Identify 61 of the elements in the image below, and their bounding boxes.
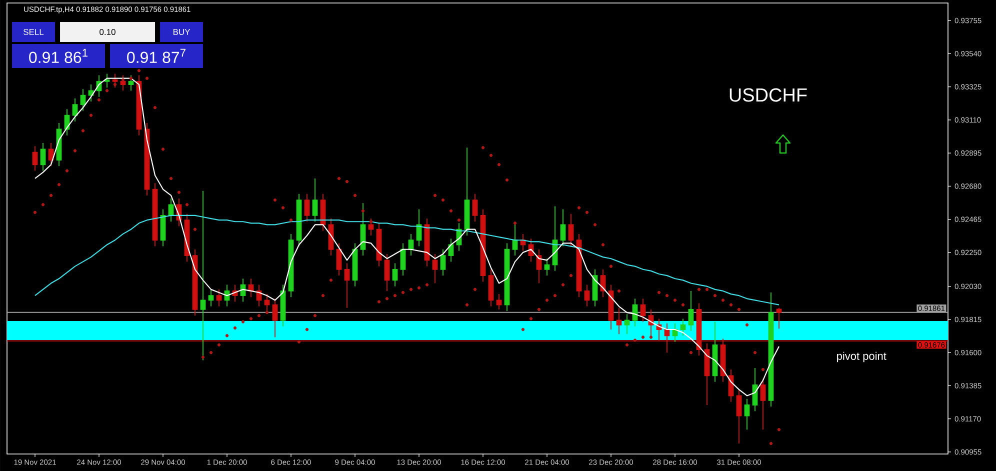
annotation: 0.91 86$^{1}$ [29, 48, 88, 64]
candlestick [312, 178, 318, 222]
candlestick [616, 307, 622, 335]
candlestick [712, 321, 718, 382]
candlestick [560, 208, 566, 247]
candlestick [104, 73, 110, 88]
candlestick [408, 234, 414, 256]
candlestick [760, 378, 766, 430]
candlestick [464, 147, 470, 236]
candlestick [152, 182, 158, 247]
candlestick [400, 242, 406, 276]
candlestick [352, 242, 358, 287]
annotation: USDCHF [730, 88, 807, 102]
candlestick [744, 398, 750, 430]
candlestick [272, 298, 278, 338]
candlestick [280, 284, 286, 327]
candlestick [664, 322, 670, 354]
candlestick [696, 302, 702, 356]
candlestick [504, 242, 510, 312]
candlestick [488, 268, 494, 307]
candlestick [392, 262, 398, 287]
text: pivot point [837, 352, 886, 362]
candlestick [440, 248, 446, 276]
candlestick [544, 258, 550, 276]
candlestick [360, 202, 366, 256]
candlestick [568, 213, 574, 247]
candlestick [128, 74, 134, 92]
candlestick [624, 314, 630, 335]
annotation: 0.91 87$^{7}$ [127, 48, 186, 64]
candlestick [384, 254, 390, 292]
candlestick [32, 146, 38, 172]
candlestick [40, 142, 46, 172]
annotation: 0.10 [100, 28, 116, 35]
annotation: SELL [24, 28, 44, 35]
candlestick [640, 298, 646, 322]
candlestick [72, 98, 78, 122]
candlestick [304, 193, 310, 222]
candlestick [208, 288, 214, 307]
candlestick [344, 262, 350, 308]
candlestick [472, 193, 478, 222]
candlestick [296, 193, 302, 247]
candlestick [704, 342, 710, 406]
candlestick [80, 88, 86, 112]
candlestick [216, 288, 222, 307]
candlestick [736, 389, 742, 444]
candlestick [512, 221, 518, 256]
candlestick [768, 292, 774, 407]
candlestick [680, 318, 686, 336]
candlestick [584, 284, 590, 307]
candlestick [368, 218, 374, 236]
candlestick [160, 208, 166, 247]
candlestick [200, 190, 206, 361]
candlestick [688, 290, 694, 332]
annotation: BUY [173, 29, 190, 35]
candlestick [496, 294, 502, 310]
candlestick [536, 248, 542, 284]
candlestick [752, 368, 758, 412]
candlestick [168, 198, 174, 222]
candlestick [336, 242, 342, 276]
candlestick [776, 307, 782, 330]
candlestick [432, 254, 438, 284]
